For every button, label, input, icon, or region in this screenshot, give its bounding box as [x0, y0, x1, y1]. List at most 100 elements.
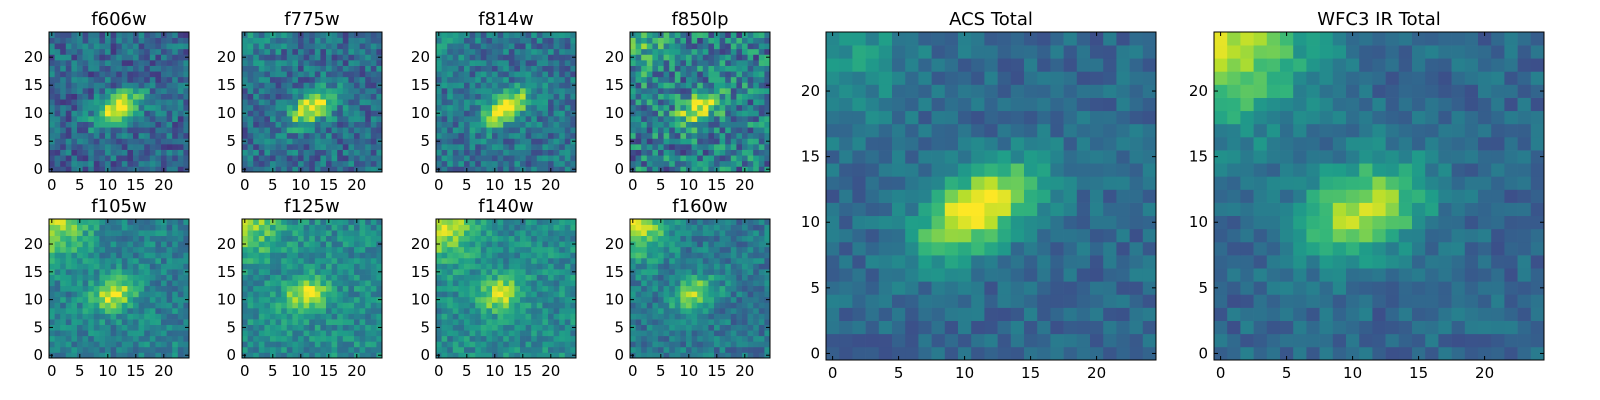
pixel-cell — [60, 296, 67, 303]
pixel-cell — [663, 76, 670, 83]
pixel-cell — [99, 324, 106, 331]
pixel-cell — [370, 110, 377, 117]
pixel-cell — [242, 335, 248, 342]
pixel-cell — [138, 341, 145, 348]
pixel-cell — [155, 149, 162, 156]
pixel-cell — [753, 149, 760, 156]
pixel-cell — [77, 88, 83, 94]
pixel-cell — [475, 116, 482, 122]
pixel-cell — [110, 341, 117, 348]
pixel-cell — [480, 274, 487, 281]
pixel-cell — [669, 48, 676, 55]
pixel-cell — [331, 110, 338, 117]
pixel-cell — [658, 302, 664, 309]
pixel-cell — [258, 48, 265, 55]
pixel-cell — [475, 219, 482, 225]
pixel-cell — [674, 330, 681, 337]
pixel-cell — [286, 99, 293, 106]
pixel-cell — [149, 54, 156, 61]
pixel-cell — [503, 65, 510, 72]
pixel-cell — [93, 257, 100, 264]
pixel-cell — [65, 235, 72, 242]
pixel-cell — [458, 346, 465, 353]
pixel-cell — [520, 48, 526, 55]
pixel-cell — [503, 352, 510, 359]
pixel-cell — [298, 54, 304, 61]
pixel-cell — [149, 291, 156, 298]
pixel-cell — [116, 138, 123, 145]
pixel-cell — [508, 263, 515, 270]
pixel-cell — [447, 160, 454, 167]
pixel-cell — [88, 60, 95, 66]
pixel-cell — [680, 54, 687, 61]
pixel-cell — [753, 93, 760, 100]
pixel-cell — [161, 341, 167, 348]
pixel-cell — [370, 82, 377, 89]
pixel-cell — [559, 93, 566, 100]
pixel-cell — [82, 149, 89, 156]
pixel-cell — [503, 71, 510, 78]
pixel-cell — [514, 263, 521, 270]
pixel-cell — [480, 60, 487, 66]
pixel-cell — [376, 246, 383, 253]
pixel-cell — [331, 99, 338, 106]
pixel-cell — [286, 144, 293, 150]
pixel-cell — [641, 144, 648, 150]
pixel-cell — [447, 116, 454, 122]
pixel-cell — [370, 319, 377, 325]
pixel-cell — [503, 263, 510, 270]
pixel-cell — [531, 280, 538, 287]
pixel-cell — [697, 324, 704, 331]
pixel-cell — [172, 352, 179, 359]
pixel-cell — [536, 296, 543, 303]
pixel-cell — [54, 144, 61, 150]
pixel-cell — [452, 252, 459, 259]
pixel-cell — [475, 246, 482, 253]
pixel-cell — [161, 302, 167, 309]
pixel-cell — [116, 166, 123, 173]
pixel-cell — [155, 127, 162, 134]
pixel-cell — [82, 166, 89, 173]
pixel-cell — [708, 313, 715, 320]
pixel-cell — [674, 99, 681, 106]
pixel-cell — [309, 160, 316, 167]
pixel-cell — [652, 121, 659, 128]
pixel-cell — [458, 296, 465, 303]
pixel-cell — [116, 155, 123, 162]
pixel-cell — [286, 121, 293, 128]
pixel-cell — [309, 307, 316, 314]
pixel-cell — [553, 241, 560, 248]
pixel-cell — [635, 291, 642, 298]
pixel-cell — [492, 291, 498, 298]
pixel-cell — [110, 330, 117, 337]
pixel-cell — [166, 76, 173, 83]
pixel-cell — [298, 127, 304, 134]
pixel-cell — [286, 82, 293, 89]
pixel-cell — [520, 330, 526, 337]
pixel-cell — [652, 99, 659, 106]
pixel-cell — [127, 335, 134, 342]
pixel-cell — [736, 48, 743, 55]
pixel-cell — [725, 341, 732, 348]
pixel-cell — [54, 93, 61, 100]
pixel-cell — [127, 166, 134, 173]
pixel-cell — [138, 235, 145, 242]
pixel-cell — [686, 48, 692, 55]
pixel-cell — [60, 224, 67, 231]
pixel-cell — [497, 116, 504, 122]
pixel-cell — [553, 219, 560, 225]
pixel-cell — [536, 307, 543, 314]
pixel-cell — [71, 71, 78, 78]
pixel-cell — [536, 246, 543, 253]
pixel-cell — [264, 104, 271, 111]
pixel-cell — [469, 138, 476, 145]
pixel-cell — [548, 307, 554, 314]
pixel-cell — [452, 76, 459, 83]
pixel-cell — [281, 252, 288, 259]
pixel-cell — [286, 132, 293, 139]
pixel-cell — [177, 219, 184, 225]
pixel-cell — [309, 32, 316, 38]
pixel-cell — [725, 280, 732, 287]
pixel-cell — [452, 257, 459, 264]
pixel-cell — [54, 60, 61, 66]
